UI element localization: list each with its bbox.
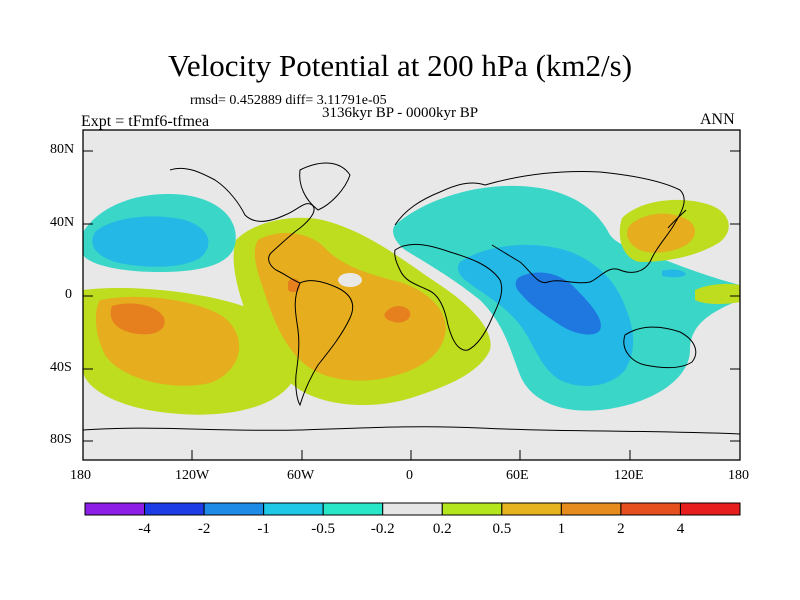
colorbar-swatch <box>679 502 741 516</box>
colorbar-label: 4 <box>676 521 685 537</box>
colorbar-swatch <box>501 502 562 516</box>
colorbar-label: 2 <box>617 521 625 537</box>
colorbar-label: 1 <box>557 521 566 537</box>
colorbar-swatch <box>441 502 503 516</box>
coastline-greenland <box>299 162 351 211</box>
lat-label: 80N <box>50 142 75 157</box>
coastline-central-america <box>275 269 301 284</box>
coastline-japan <box>667 209 687 229</box>
colorbar-swatch <box>144 502 205 516</box>
velocity-potential-field <box>83 130 740 460</box>
season-label: ANN <box>700 111 735 128</box>
coastlines <box>83 162 740 435</box>
coastline-africa <box>394 243 503 351</box>
lon-label: 120W <box>175 468 210 483</box>
field-region-pos-west-pacific <box>695 283 740 305</box>
field-region-neg-mid-north-pacific <box>92 216 209 267</box>
stats-line: rmsd= 0.452889 diff= 3.11791e-05 <box>190 93 387 108</box>
lon-label: 120E <box>614 468 644 483</box>
lat-label: 40S <box>50 360 72 375</box>
lat-label: 80S <box>50 432 72 447</box>
experiment-label: Expt = tFmf6-tfmea <box>81 113 210 130</box>
field-region-neg-strong-indian-ocean <box>515 272 601 335</box>
lat-label: 40N <box>50 215 75 230</box>
lon-label: 60W <box>287 468 315 483</box>
colorbar-label: 0.2 <box>432 521 452 537</box>
lat-label: 0 <box>65 287 72 302</box>
field-region-pos-strong-atlantic <box>384 306 411 323</box>
colorbar-label: 0.5 <box>492 521 512 537</box>
field-region-pos-strong-east-pacific <box>110 303 165 335</box>
plot-title: Velocity Potential at 200 hPa (km2/s) <box>167 48 633 83</box>
colorbar-swatch <box>620 502 681 516</box>
field-region-neg-west-pacific <box>662 269 686 278</box>
coastline-antarctica <box>83 426 740 435</box>
period-label: 3136kyr BP - 0000kyr BP <box>322 105 479 121</box>
field-region-pos-mid-atlantic <box>254 233 446 381</box>
coastline-south-america <box>294 280 354 407</box>
colorbar-label: -1 <box>257 521 270 537</box>
colorbar <box>84 502 741 516</box>
coastline-australia <box>623 326 697 369</box>
colorbar-label: -2 <box>197 521 211 537</box>
lon-label: 180 <box>728 468 749 483</box>
colorbar-swatch <box>322 502 384 516</box>
colorbar-swatch <box>382 502 443 516</box>
colorbar-swatch <box>560 502 622 516</box>
field-region-pos-mid-japan <box>627 213 695 253</box>
coastline-north-america <box>169 167 315 271</box>
colorbar-label: -0.2 <box>370 521 395 537</box>
lon-label: 0 <box>406 468 413 483</box>
axis-ticks <box>82 150 741 460</box>
field-region-neg-mid-indian-ocean <box>457 244 634 386</box>
colorbar-label: -0.5 <box>311 521 336 537</box>
colorbar-swatch <box>263 502 324 516</box>
colorbar-swatch <box>203 502 265 516</box>
coastline-asia <box>484 171 685 284</box>
colorbar-swatch <box>84 502 146 516</box>
coastline-europe <box>394 182 486 226</box>
colorbar-label: -4 <box>138 521 151 537</box>
lon-label: 60E <box>506 468 529 483</box>
field-hole-atlantic <box>338 273 362 287</box>
lon-label: 180 <box>70 468 91 483</box>
